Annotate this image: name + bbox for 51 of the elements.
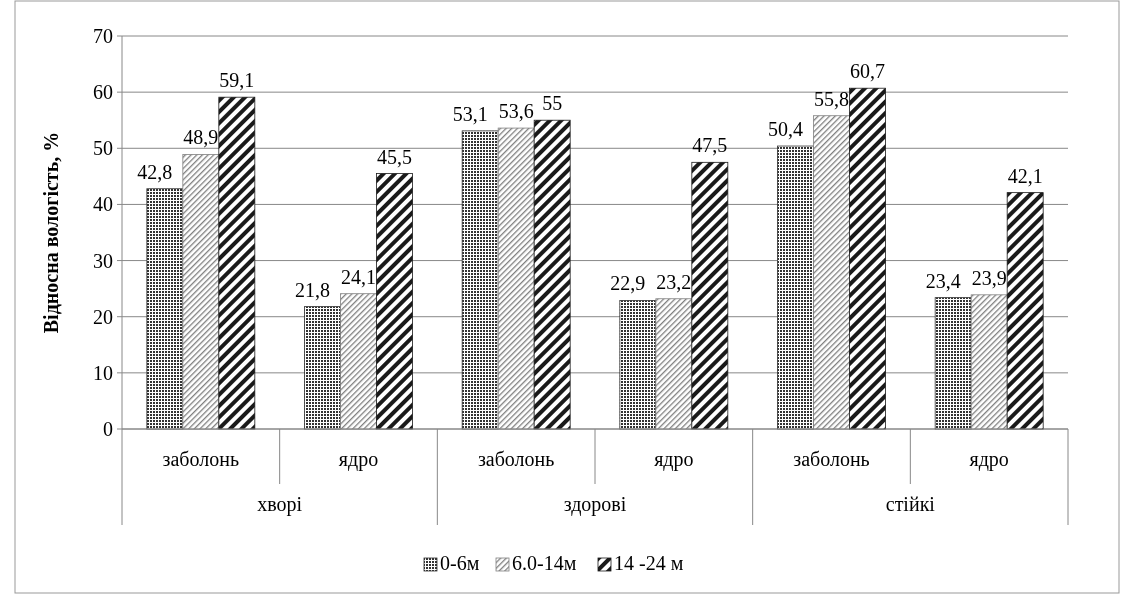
data-label: 23,2 — [656, 270, 692, 293]
bar — [849, 87, 886, 430]
y-axis-title: Відносна вологість, % — [40, 131, 62, 334]
bar — [619, 300, 657, 430]
data-label: 48,9 — [183, 126, 219, 149]
data-label: 53,1 — [452, 102, 488, 125]
data-label: 42,1 — [1007, 164, 1043, 187]
bar — [146, 188, 184, 430]
data-label: 21,8 — [295, 278, 330, 301]
data-label: 53,6 — [498, 100, 534, 123]
data-label: 50,4 — [768, 118, 803, 141]
bar — [461, 130, 499, 430]
y-tick-label: 40 — [93, 193, 113, 216]
data-label: 22,9 — [610, 272, 646, 295]
bar — [691, 161, 729, 430]
x-tick-label: ядро — [969, 448, 1009, 471]
data-label: 47,5 — [692, 134, 728, 157]
legend-label: 6.0-14м — [512, 552, 577, 574]
text: хворі — [257, 493, 303, 516]
data-label: 59,1 — [219, 69, 255, 92]
x-tick-label: ядро — [338, 448, 379, 471]
y-tick-label: 0 — [103, 418, 113, 440]
y-tick-label: 20 — [93, 305, 113, 328]
bar — [777, 145, 814, 430]
bar — [533, 119, 571, 430]
y-tick-label: 30 — [93, 249, 113, 272]
x-tick-label: заболонь — [162, 448, 240, 470]
data-label: 55,8 — [814, 87, 849, 110]
bar — [934, 297, 972, 430]
data-label: 60,7 — [850, 60, 885, 83]
y-tick-label: 60 — [93, 81, 113, 104]
y-tick-label: 70 — [93, 25, 113, 47]
bar — [218, 96, 256, 430]
legend-label: 0-6м — [440, 552, 480, 574]
text: здорові — [563, 493, 627, 516]
data-label: 55 — [542, 92, 563, 115]
bar — [1006, 192, 1044, 430]
text: стійкі — [885, 493, 936, 515]
data-label: 23,4 — [925, 269, 961, 292]
data-label: 24,1 — [341, 265, 376, 288]
bar — [304, 306, 341, 430]
data-label: 23,9 — [971, 266, 1007, 289]
data-label: 45,5 — [377, 145, 412, 168]
x-tick-label: заболонь — [477, 448, 555, 470]
y-tick-label: 50 — [93, 137, 113, 160]
x-tick-label: ядро — [654, 448, 694, 471]
bar — [376, 173, 413, 430]
data-label: 42,8 — [137, 160, 173, 183]
legend-label: 14 -24 м — [614, 552, 684, 574]
x-tick-label: заболонь — [793, 448, 870, 470]
y-tick-label: 10 — [93, 361, 113, 384]
